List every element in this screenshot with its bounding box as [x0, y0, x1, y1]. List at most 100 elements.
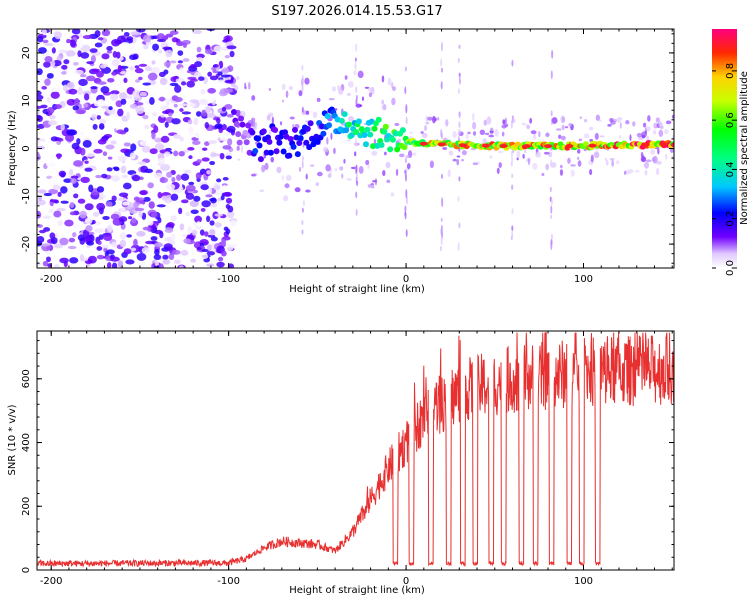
colorbar-ticks: 0.0 0.2 0.4 0.6 0.8 — [712, 63, 737, 276]
spectrogram-cell — [442, 147, 448, 150]
spectrogram-cell — [564, 126, 569, 129]
spectrogram-cell — [326, 122, 333, 129]
spectrogram-cell — [87, 255, 97, 264]
spectrogram-cell — [354, 57, 357, 62]
spectrogram-cell — [240, 145, 243, 154]
spectrogram-cell — [457, 88, 460, 94]
spectrogram-cell — [399, 127, 406, 134]
spectrogram-cell — [201, 254, 209, 260]
spectrogram-cell — [206, 215, 211, 223]
spectrogram-cell — [445, 119, 449, 127]
spectrogram-cell — [655, 117, 660, 123]
spectrogram-cell — [550, 70, 553, 80]
spectrogram-cell — [224, 104, 233, 110]
spectrogram-cell — [156, 33, 166, 41]
spectrogram-cell — [221, 106, 227, 112]
spectrogram-cell — [577, 148, 581, 154]
spectrogram-cell — [619, 134, 622, 139]
spectrogram-cell — [252, 148, 259, 155]
spectrogram-cell — [101, 135, 110, 140]
spectrogram-cell — [488, 134, 495, 138]
spectrogram-cell — [48, 120, 57, 126]
spectrogram-cell — [176, 174, 182, 181]
spectrogram-cell — [212, 64, 219, 68]
spectrogram-cell — [510, 119, 513, 130]
spectrogram-cell — [90, 86, 98, 90]
spectrogram-cell — [304, 77, 310, 85]
spectrogram-cell — [79, 210, 88, 219]
spectrogram-cell — [409, 131, 413, 135]
spectrogram-peak — [458, 143, 467, 148]
spectrogram-cell — [257, 156, 264, 163]
spectrogram-cell — [163, 243, 173, 250]
spectrogram-cell — [382, 169, 386, 177]
spectrogram-cell — [457, 128, 461, 135]
spectrogram-cell — [62, 84, 68, 92]
spectrogram-cell — [354, 151, 357, 157]
spectrogram-cell — [224, 54, 231, 59]
spectrogram-cell — [186, 80, 195, 88]
spectrogram-cell — [370, 183, 375, 186]
spectrogram-cell — [41, 85, 48, 90]
spectrogram-cell — [106, 262, 112, 268]
spectrogram-cell — [66, 82, 74, 88]
spectrogram-cell — [172, 134, 182, 139]
spectrogram-cell — [106, 45, 113, 51]
spectrogram-cell — [61, 64, 68, 70]
spectrogram-cell — [98, 196, 104, 201]
spectrogram-cell — [607, 123, 612, 127]
spectrogram-cell — [128, 189, 134, 198]
spectrogram-cell — [60, 123, 65, 131]
spectrogram-cell — [230, 220, 237, 227]
spectrogram-cell — [405, 188, 408, 199]
spectrogram-cell — [137, 161, 147, 165]
spectrogram-cell — [375, 116, 382, 123]
spectrogram-cell — [210, 236, 218, 242]
spectrogram-cell — [230, 109, 237, 116]
spectrogram-cell — [266, 114, 271, 121]
spectrogram-cell — [192, 140, 201, 146]
spectrogram-cell — [166, 171, 173, 178]
spectrogram-cell — [77, 198, 86, 204]
spectrogram-cell — [51, 47, 56, 54]
spectrogram-cell — [256, 142, 263, 149]
spectrogram-cell — [593, 151, 600, 159]
spectrogram-cell — [150, 212, 158, 218]
spectrogram-cell — [529, 117, 533, 124]
spectrogram-cell — [59, 237, 69, 246]
spectrogram-cell — [619, 122, 622, 129]
spectrogram-cell — [280, 148, 287, 155]
spectrogram-cell — [305, 173, 308, 180]
spectrogram-cell — [326, 136, 329, 145]
spectrogram-cell — [467, 131, 471, 135]
spectrogram-cell — [239, 121, 246, 128]
spectrogram-cell — [152, 43, 160, 51]
spectrogram-cell — [126, 234, 132, 238]
spectrogram-cell — [91, 68, 101, 73]
spectrogram-cell — [283, 195, 289, 202]
spectrogram-cell — [142, 34, 152, 43]
spectrogram-cell — [609, 118, 614, 123]
spectrogram-cell — [226, 113, 234, 118]
spectrogram-peak — [522, 144, 531, 149]
spectrogram-cell — [169, 82, 179, 87]
spectrogram-cell — [106, 167, 113, 172]
spectrogram-cell — [150, 80, 157, 85]
spectrogram-cell — [404, 66, 407, 72]
snr-panel: -200 -100 0 100 0 200 400 600 Height of straig… — [7, 330, 675, 596]
spectrogram-cell — [598, 119, 602, 122]
spectrogram-cell — [157, 217, 162, 224]
spectrogram-cell — [431, 115, 436, 124]
spectrogram-cell — [374, 177, 377, 186]
spectrogram-cell — [57, 219, 63, 226]
spectrogram-cell — [243, 139, 250, 146]
spectrogram-peak — [499, 143, 508, 148]
spectrogram-cell — [171, 118, 181, 125]
spectrogram-y-axis-label: Frequency (Hz) — [7, 110, 18, 186]
spectrogram-cell — [101, 244, 109, 249]
spectrogram-cell — [656, 160, 662, 165]
spectrogram-cell — [105, 201, 113, 207]
spectrogram-cell — [387, 77, 392, 86]
spectrogram-cell — [472, 122, 476, 129]
spectrogram-cell — [632, 121, 636, 127]
